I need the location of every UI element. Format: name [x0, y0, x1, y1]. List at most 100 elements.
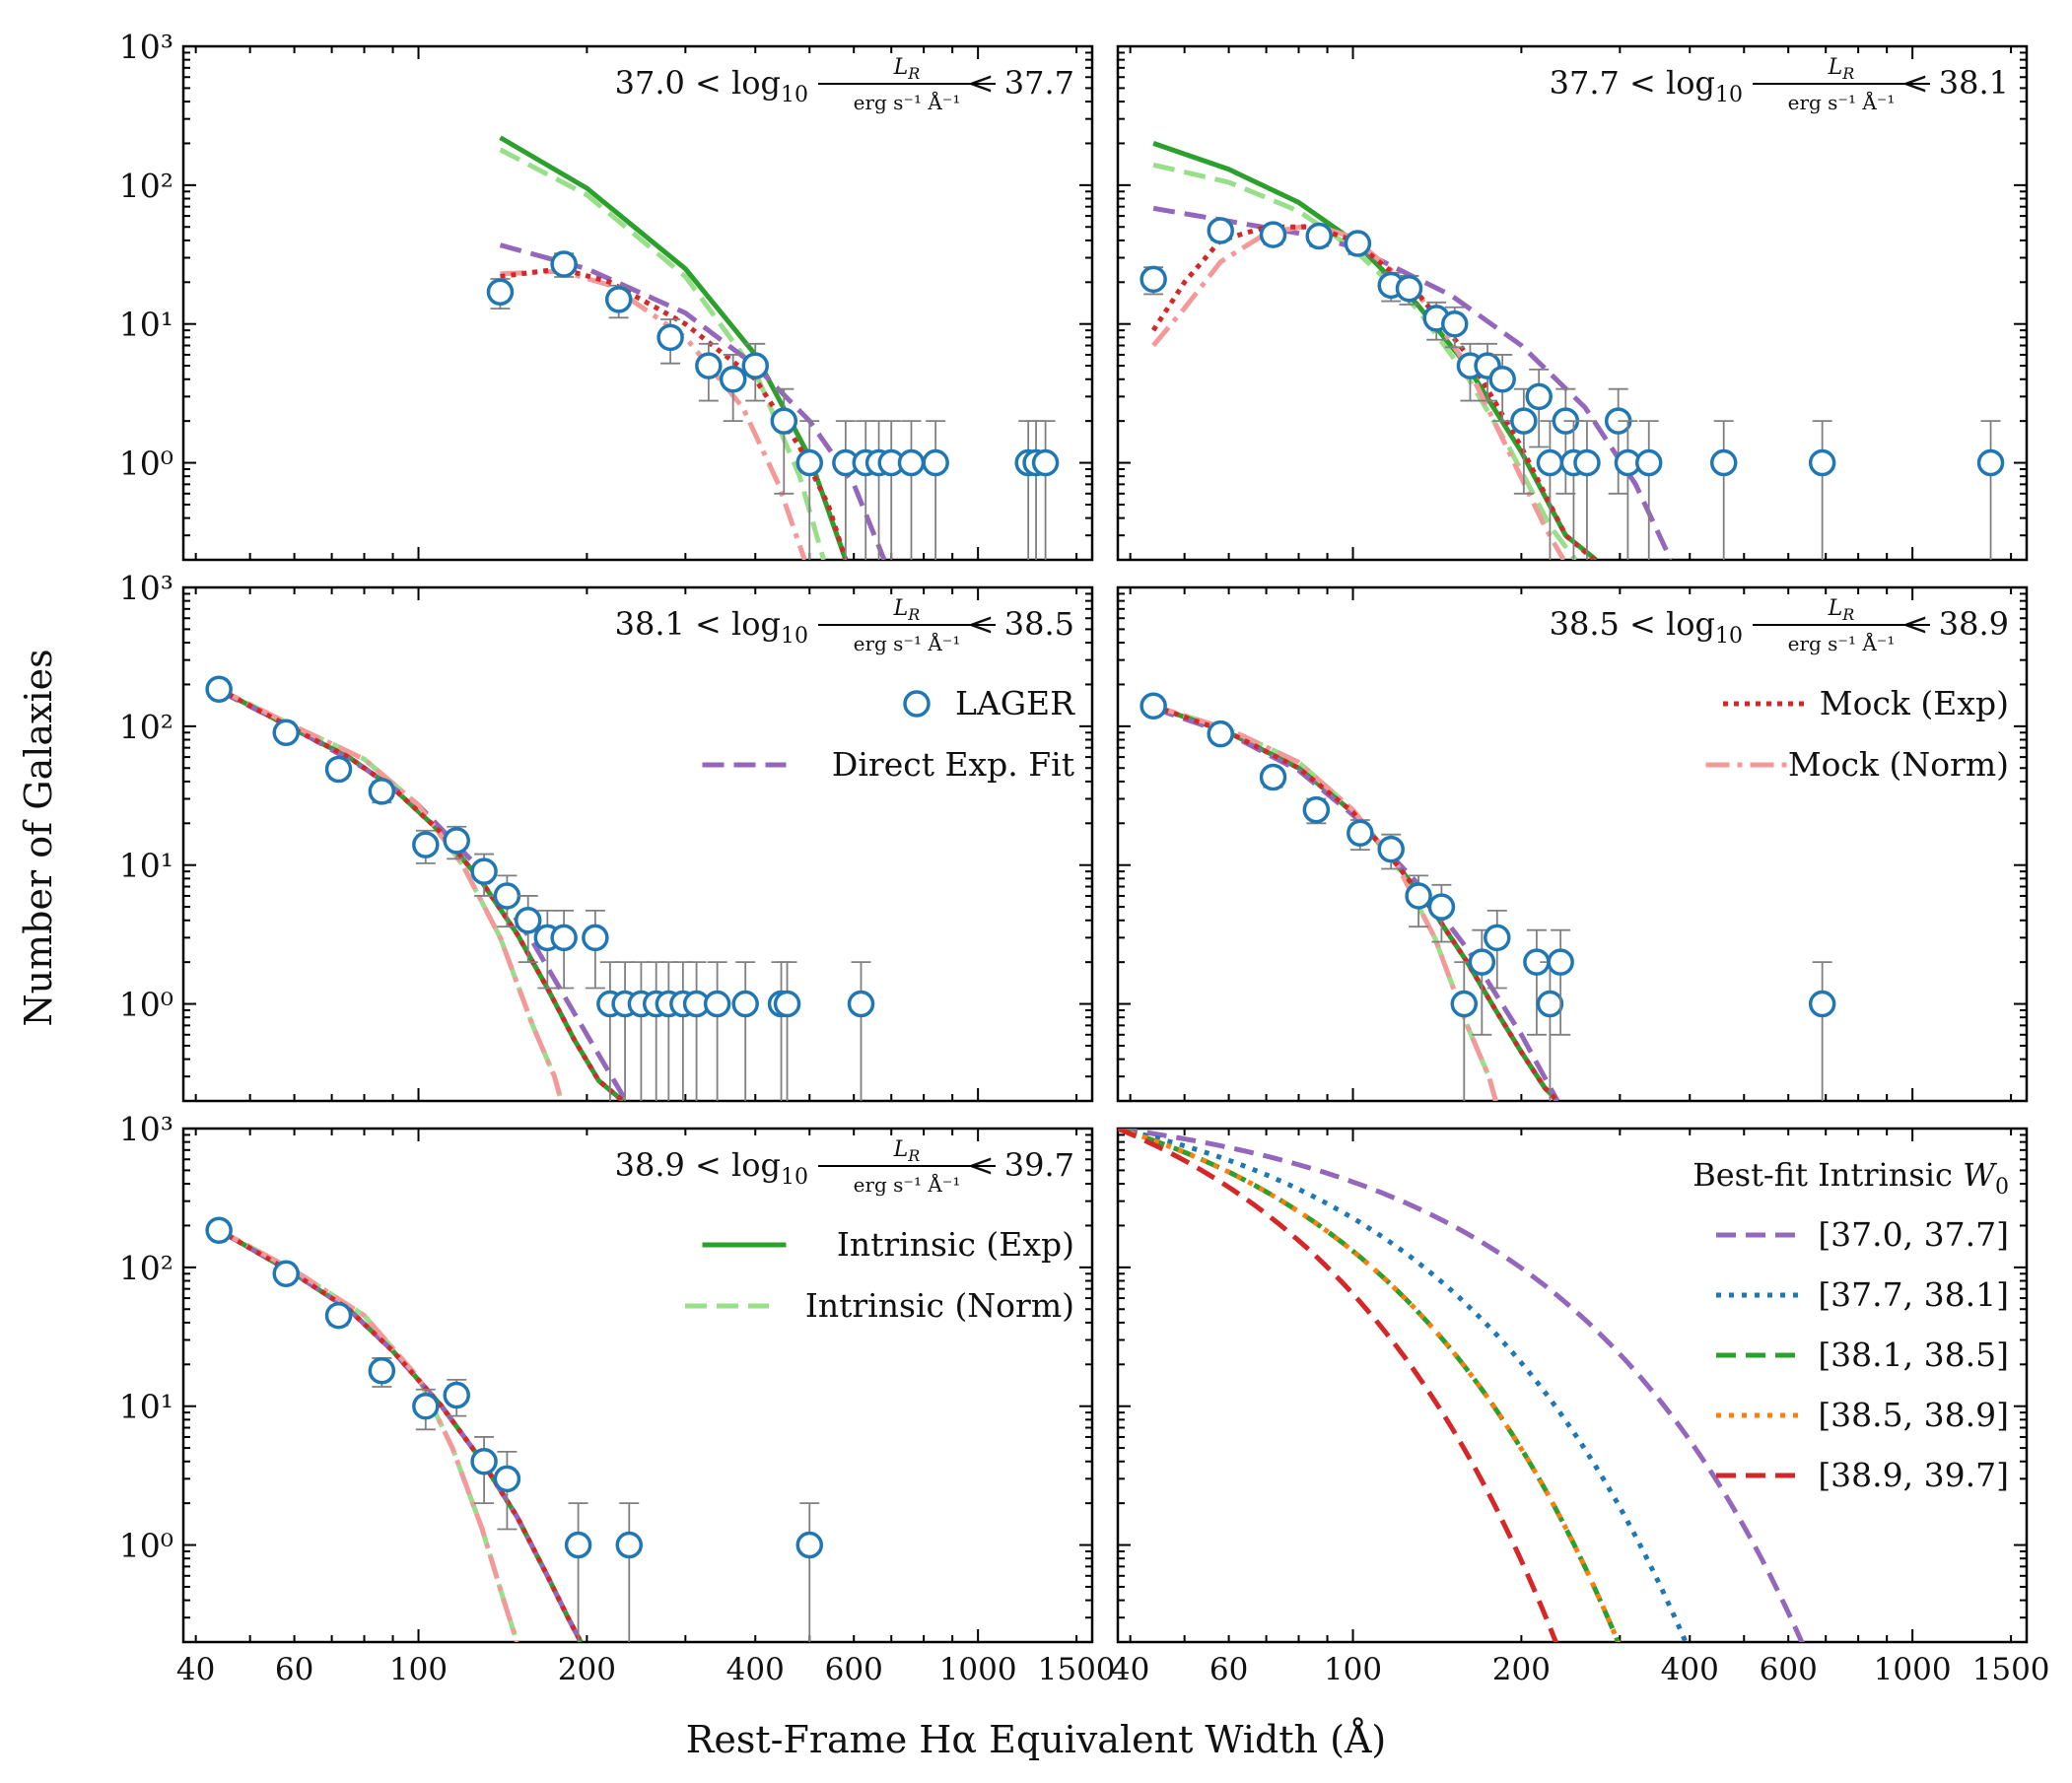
data-point	[656, 323, 684, 352]
data-point	[1450, 990, 1479, 1018]
data-point	[1547, 948, 1574, 976]
y-tick-label: 10¹	[119, 306, 173, 344]
data-point	[1305, 222, 1333, 250]
data-point	[1207, 217, 1234, 244]
data-point	[368, 778, 396, 805]
data-point	[731, 990, 759, 1018]
title-lower: 38.5 < log10	[1550, 605, 1743, 649]
axes-frame	[181, 1127, 1094, 1644]
data-point	[582, 924, 609, 952]
legend-title: Best-fit Intrinsic W0	[1692, 1156, 2009, 1200]
fraction-denominator: erg s⁻¹ Å⁻¹	[854, 1172, 961, 1197]
curve-intrinsic-exp-	[217, 686, 625, 1101]
ticks	[1118, 45, 2027, 561]
curve-mock-norm-	[1151, 222, 1566, 560]
data-point	[1395, 274, 1423, 303]
data-point	[1302, 795, 1331, 824]
data-point	[550, 250, 578, 278]
data-point	[443, 1381, 470, 1409]
x-tick-label: 100	[389, 1652, 448, 1687]
x-tick-label: 1000	[939, 1652, 1017, 1687]
legend: LAGER Direct Exp. Fit	[702, 684, 1075, 784]
legend-label: Mock (Norm)	[1788, 745, 2009, 784]
legend-label: LAGER	[955, 684, 1075, 722]
y-tick-label: 10²	[119, 1249, 173, 1287]
data-point	[324, 1301, 353, 1330]
y-tick-label: 10³	[119, 28, 173, 66]
data-point	[1510, 407, 1538, 435]
ticks	[183, 1128, 1092, 1643]
legend-marker	[903, 690, 931, 718]
data-point	[272, 719, 300, 747]
x-tick-label: 1000	[1874, 1652, 1952, 1687]
fraction-numerator: LR	[893, 596, 921, 624]
data-point	[1976, 448, 2005, 477]
data-point	[486, 278, 515, 306]
fraction-denominator: erg s⁻¹ Å⁻¹	[1788, 631, 1896, 655]
data-point	[1405, 882, 1432, 910]
curve-mock-exp-	[217, 1228, 584, 1642]
title-lower: 38.1 < log10	[615, 605, 808, 649]
x-tick-label: 1500	[1038, 1652, 1116, 1687]
data-point	[205, 1216, 233, 1244]
curve-intrinsic-exp-	[1152, 141, 1598, 560]
legend-label: [38.9, 39.7]	[1818, 1456, 2009, 1494]
curve-mock-norm-	[217, 1227, 519, 1642]
y-tick-label: 10²	[119, 708, 173, 746]
data-point	[470, 1447, 498, 1475]
y-tick-label: 10³	[119, 569, 173, 607]
data-point	[1377, 835, 1405, 863]
fraction-denominator: erg s⁻¹ Å⁻¹	[1788, 90, 1896, 114]
y-tick-label: 10⁰	[119, 986, 173, 1024]
data-point	[1525, 382, 1553, 411]
data-point	[564, 1531, 592, 1559]
data-point	[550, 924, 578, 952]
data-point	[604, 286, 633, 313]
data-point	[795, 1531, 824, 1559]
curve-intrinsic-norm-	[1152, 162, 1578, 560]
curve-series-37-0-37-7-	[1118, 1129, 1805, 1642]
x-tick-label: 100	[1324, 1652, 1382, 1687]
curve-intrinsic-exp-	[1152, 703, 1559, 1101]
axes-frame	[1116, 44, 2029, 562]
axes-frame	[181, 44, 1094, 562]
data-point	[412, 1392, 440, 1420]
data-point	[1031, 448, 1060, 477]
axes-frame	[1116, 1127, 2029, 1644]
curve-mock-exp-	[217, 686, 625, 1101]
data-point	[795, 448, 824, 477]
y-tick-label: 10¹	[119, 847, 173, 885]
data-point	[1808, 990, 1836, 1018]
curve-direct-exp-fit	[217, 1228, 584, 1642]
curve-series-37-7-38-1-	[1118, 1129, 1689, 1642]
lager-points	[205, 1216, 824, 1642]
data-point	[1536, 448, 1564, 477]
data-point	[1140, 692, 1167, 720]
data-point	[493, 882, 521, 910]
x-axis-label: Rest-Frame Hα Equivalent Width (Å)	[686, 1718, 1386, 1761]
curve-intrinsic-norm-	[217, 1227, 519, 1642]
data-point	[1140, 265, 1167, 294]
data-point	[1536, 990, 1564, 1018]
fraction-numerator: LR	[893, 55, 921, 83]
data-point	[1347, 819, 1374, 847]
curve-mock-norm-	[500, 268, 807, 560]
data-point	[1207, 720, 1234, 748]
x-tick-label: 600	[825, 1652, 883, 1687]
data-point	[773, 990, 801, 1018]
x-tick-label: 400	[726, 1652, 785, 1687]
data-point	[368, 1356, 396, 1385]
data-point	[847, 990, 875, 1018]
x-tick-label: 200	[558, 1652, 616, 1687]
data-point	[922, 448, 949, 477]
y-tick-label: 10⁰	[119, 1527, 173, 1565]
curve-series-38-9-39-7-	[1118, 1129, 1559, 1642]
legend-label: [37.0, 37.7]	[1818, 1215, 2009, 1254]
data-point	[1440, 309, 1469, 338]
data-point	[1344, 230, 1372, 257]
